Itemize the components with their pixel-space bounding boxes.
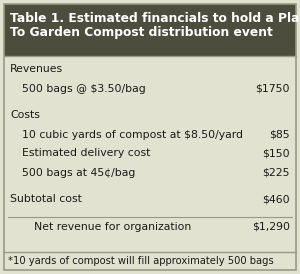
Text: $460: $460: [262, 195, 290, 204]
Text: $1750: $1750: [256, 84, 290, 93]
Text: Net revenue for organization: Net revenue for organization: [34, 221, 191, 232]
Text: To Garden Compost distribution event: To Garden Compost distribution event: [10, 26, 273, 39]
Text: Revenues: Revenues: [10, 64, 63, 75]
Text: 500 bags at 45¢/bag: 500 bags at 45¢/bag: [22, 167, 135, 178]
Text: $225: $225: [262, 167, 290, 178]
Text: 10 cubic yards of compost at $8.50/yard: 10 cubic yards of compost at $8.50/yard: [22, 130, 243, 139]
Bar: [4, 4, 296, 56]
Text: $1,290: $1,290: [252, 221, 290, 232]
Text: *10 yards of compost will fill approximately 500 bags: *10 yards of compost will fill approxima…: [8, 256, 274, 266]
Text: Subtotal cost: Subtotal cost: [10, 195, 82, 204]
Text: Costs: Costs: [10, 110, 40, 121]
Text: 500 bags @ $3.50/bag: 500 bags @ $3.50/bag: [22, 84, 146, 93]
Text: Table 1. Estimated financials to hold a Plate: Table 1. Estimated financials to hold a …: [10, 12, 300, 25]
Text: $85: $85: [269, 130, 290, 139]
Text: $150: $150: [262, 149, 290, 158]
Text: Estimated delivery cost: Estimated delivery cost: [22, 149, 150, 158]
